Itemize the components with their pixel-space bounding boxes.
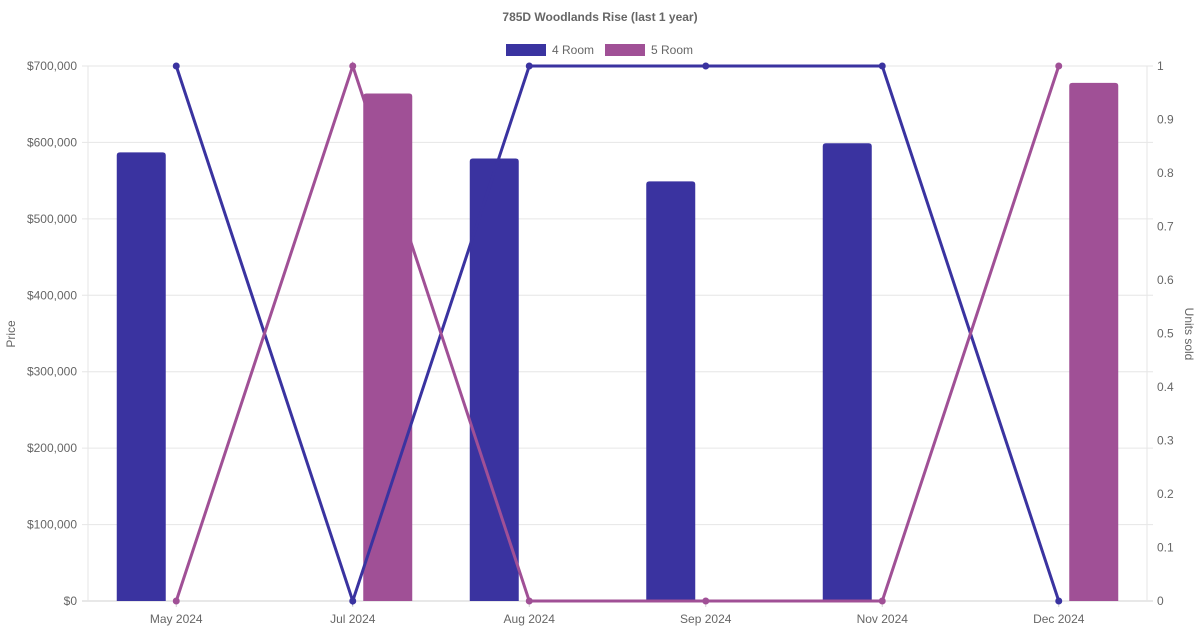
point-4-room [525, 62, 533, 70]
point-4-room [702, 62, 710, 70]
bar-4-room [469, 158, 519, 601]
x-tick-label: Dec 2024 [1033, 612, 1085, 626]
bar-5-room [363, 93, 413, 601]
left-tick-label: $200,000 [27, 441, 77, 455]
x-tick-label: Aug 2024 [504, 612, 556, 626]
left-tick-label: $400,000 [27, 288, 77, 302]
bar-5-room [1069, 82, 1119, 602]
grid [82, 65, 1153, 607]
legend: 4 Room 5 Room [506, 43, 693, 57]
line-5-room [174, 61, 1061, 603]
x-tick-label: Sep 2024 [680, 612, 732, 626]
bars [116, 82, 1119, 602]
left-tick-label: $100,000 [27, 518, 77, 532]
right-tick-label: 0.8 [1157, 166, 1174, 180]
point-4-room [878, 62, 886, 70]
point-4-room [1055, 597, 1063, 605]
chart-title: 785D Woodlands Rise (last 1 year) [502, 10, 697, 24]
x-tick-label: May 2024 [150, 612, 203, 626]
points [172, 62, 1063, 605]
left-tick-label: $500,000 [27, 212, 77, 226]
left-axis-title: Price [4, 320, 18, 348]
point-5-room [878, 597, 886, 605]
right-tick-label: 0.2 [1157, 487, 1174, 501]
point-4-room [172, 62, 180, 70]
bar-4-room [646, 181, 696, 601]
right-tick-label: 0.4 [1157, 380, 1174, 394]
right-tick-label: 0.1 [1157, 541, 1174, 555]
legend-swatch [605, 44, 645, 56]
right-tick-label: 0 [1157, 594, 1164, 608]
point-5-room [1055, 62, 1063, 70]
x-tick-label: Jul 2024 [330, 612, 376, 626]
bar-4-room [116, 152, 166, 601]
line-4-room [174, 64, 1061, 606]
right-tick-label: 0.6 [1157, 273, 1174, 287]
left-tick-label: $600,000 [27, 135, 77, 149]
point-5-room [702, 597, 710, 605]
legend-label[interactable]: 4 Room [552, 43, 594, 57]
right-tick-label: 0.9 [1157, 113, 1174, 127]
right-tick-label: 1 [1157, 59, 1164, 73]
right-axis-ticks: 0 0.1 0.2 0.3 0.4 0.5 0.6 0.7 0.8 0.9 1 [1157, 59, 1174, 608]
x-tick-label: Nov 2024 [857, 612, 909, 626]
left-axis-ticks: $0 $100,000 $200,000 $300,000 $400,000 $500,0… [27, 59, 77, 608]
point-4-room [349, 597, 357, 605]
x-axis-ticks: May 2024 Jul 2024 Aug 2024 Sep 2024 Nov 2024… [150, 612, 1085, 626]
right-tick-label: 0.3 [1157, 434, 1174, 448]
point-5-room [525, 597, 533, 605]
left-tick-label: $300,000 [27, 365, 77, 379]
bar-4-room [822, 143, 872, 601]
left-tick-label: $0 [64, 594, 78, 608]
right-tick-label: 0.5 [1157, 327, 1174, 341]
point-5-room [349, 62, 357, 70]
legend-label[interactable]: 5 Room [651, 43, 693, 57]
lines [174, 61, 1061, 606]
point-5-room [172, 597, 180, 605]
right-axis-title: Units sold [1182, 308, 1196, 361]
legend-swatch [506, 44, 546, 56]
left-tick-label: $700,000 [27, 59, 77, 73]
right-tick-label: 0.7 [1157, 220, 1174, 234]
